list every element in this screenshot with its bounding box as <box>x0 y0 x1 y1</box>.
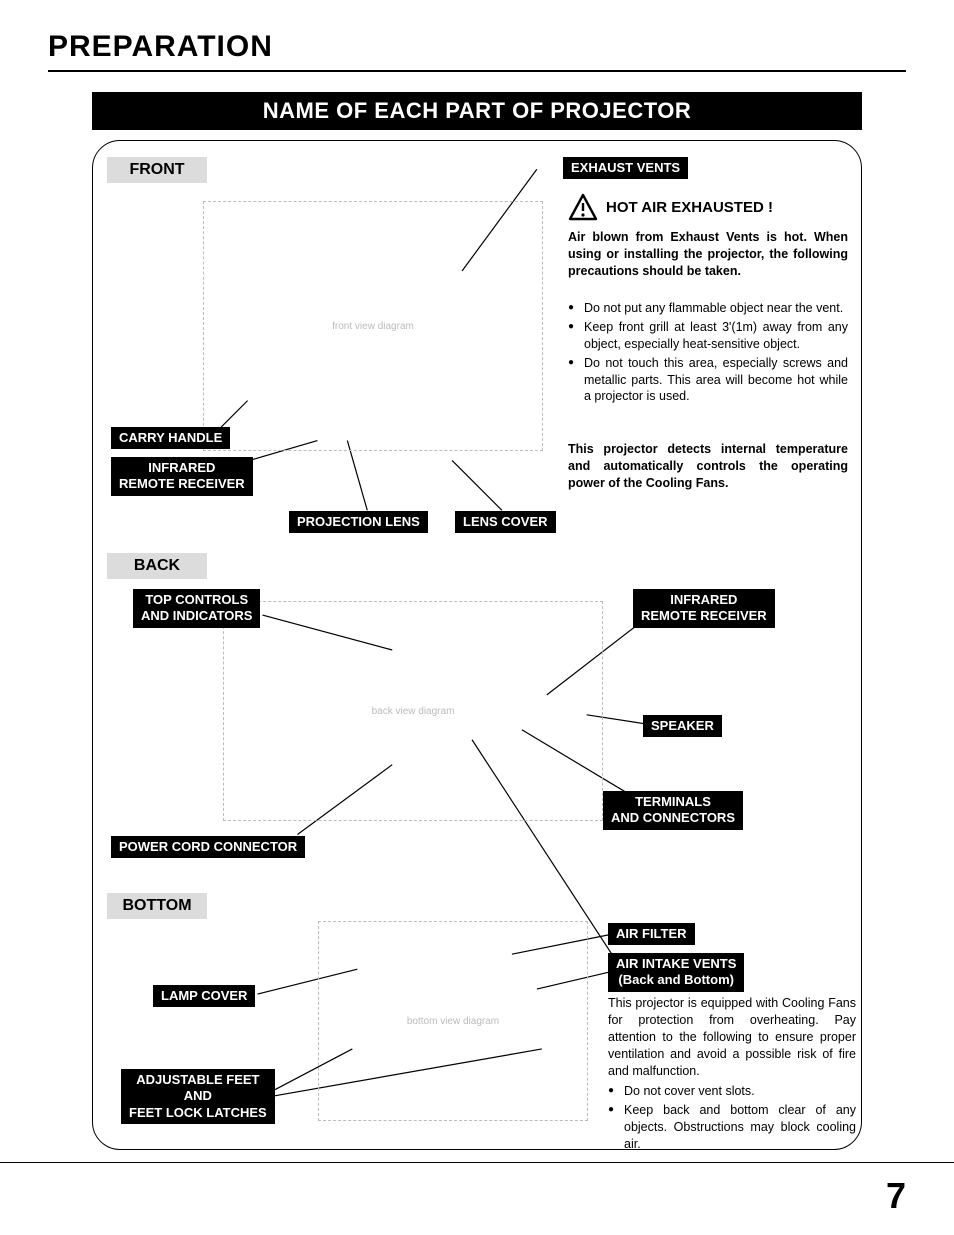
view-label-back: BACK <box>107 553 207 579</box>
label-speaker: SPEAKER <box>643 715 722 737</box>
label-ir-receiver-back: INFRARED REMOTE RECEIVER <box>633 589 775 628</box>
warning-footer: This projector detects internal temperat… <box>568 441 848 492</box>
view-label-bottom: BOTTOM <box>107 893 207 919</box>
label-power-cord: POWER CORD CONNECTOR <box>111 836 305 858</box>
label-air-intake: AIR INTAKE VENTS (Back and Bottom) <box>608 953 744 992</box>
intake-intro: This projector is equipped with Cooling … <box>608 995 856 1079</box>
warning-icon <box>568 193 598 221</box>
content-frame: FRONT front view diagram EXHAUST VENTS H… <box>92 140 862 1150</box>
label-lens-cover: LENS COVER <box>455 511 556 533</box>
front-diagram: front view diagram <box>203 201 543 451</box>
section-banner: NAME OF EACH PART OF PROJECTOR <box>92 92 862 130</box>
intake-bullet: Do not cover vent slots. <box>608 1083 856 1100</box>
footer-rule <box>0 1162 954 1163</box>
label-projection-lens: PROJECTION LENS <box>289 511 428 533</box>
intake-bullets: Do not cover vent slots. Keep back and b… <box>608 1081 856 1150</box>
view-label-front: FRONT <box>107 157 207 183</box>
label-carry-handle: CARRY HANDLE <box>111 427 230 449</box>
label-adjustable-feet: ADJUSTABLE FEET AND FEET LOCK LATCHES <box>121 1069 275 1124</box>
page-number: 7 <box>886 1175 906 1217</box>
label-top-controls: TOP CONTROLS AND INDICATORS <box>133 589 260 628</box>
label-air-filter: AIR FILTER <box>608 923 695 945</box>
warning-intro: Air blown from Exhaust Vents is hot. Whe… <box>568 229 848 280</box>
warning-heading: HOT AIR EXHAUSTED ! <box>606 199 773 216</box>
title-rule <box>48 70 906 72</box>
label-lamp-cover: LAMP COVER <box>153 985 255 1007</box>
label-exhaust-vents: EXHAUST VENTS <box>563 157 688 179</box>
warning-bullets: Do not put any flammable object near the… <box>568 298 848 405</box>
warning-row: HOT AIR EXHAUSTED ! <box>568 193 773 221</box>
warning-bullet: Keep front grill at least 3'(1m) away fr… <box>568 319 848 353</box>
bottom-diagram: bottom view diagram <box>318 921 588 1121</box>
warning-bullet: Do not touch this area, especially screw… <box>568 355 848 406</box>
page-title: PREPARATION <box>0 0 954 70</box>
intake-bullet: Keep back and bottom clear of any object… <box>608 1102 856 1150</box>
warning-bullet: Do not put any flammable object near the… <box>568 300 848 317</box>
label-terminals: TERMINALS AND CONNECTORS <box>603 791 743 830</box>
label-ir-receiver-front: INFRARED REMOTE RECEIVER <box>111 457 253 496</box>
back-diagram: back view diagram <box>223 601 603 821</box>
